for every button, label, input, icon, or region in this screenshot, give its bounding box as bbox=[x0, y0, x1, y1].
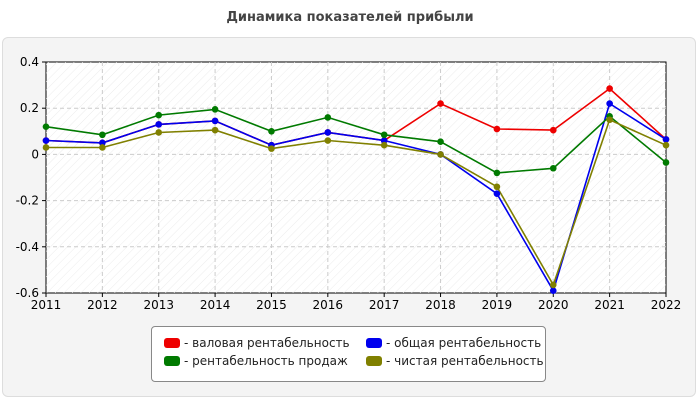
data-point bbox=[268, 128, 275, 135]
data-point bbox=[493, 125, 501, 133]
data-point bbox=[99, 131, 106, 139]
data-point bbox=[549, 164, 557, 172]
y-tick-label: -0.4 bbox=[16, 240, 39, 254]
y-tick-label: 0.2 bbox=[20, 101, 39, 115]
x-tick-label: 2018 bbox=[425, 298, 456, 312]
data-point bbox=[324, 114, 332, 121]
data-point bbox=[42, 137, 50, 144]
data-point bbox=[437, 100, 444, 107]
data-point bbox=[662, 141, 670, 149]
x-tick-label: 2012 bbox=[87, 298, 118, 312]
legend-swatch bbox=[366, 338, 382, 348]
data-point bbox=[324, 129, 332, 136]
legend-swatch bbox=[164, 356, 180, 366]
legend-item: - общая рентабельность bbox=[366, 336, 541, 350]
x-tick-label: 2016 bbox=[313, 298, 344, 312]
legend-label: - валовая рентабельность bbox=[184, 336, 350, 350]
data-point bbox=[606, 116, 613, 124]
data-point bbox=[549, 126, 557, 134]
legend-item: - чистая рентабельность bbox=[366, 354, 544, 368]
data-point bbox=[380, 137, 388, 144]
data-point bbox=[155, 121, 163, 128]
data-point bbox=[42, 144, 50, 151]
legend-swatch bbox=[366, 356, 382, 366]
data-point bbox=[155, 111, 163, 119]
data-point bbox=[662, 136, 670, 143]
data-point bbox=[493, 183, 501, 191]
x-tick-label: 2017 bbox=[369, 298, 400, 312]
x-tick-label: 2013 bbox=[143, 298, 174, 312]
x-tick-label: 2019 bbox=[482, 298, 513, 312]
legend-label: - чистая рентабельность bbox=[386, 354, 544, 368]
data-point bbox=[268, 145, 275, 152]
data-point bbox=[211, 117, 219, 125]
data-point bbox=[493, 169, 501, 177]
y-tick-label: 0 bbox=[31, 147, 39, 161]
legend-label: - общая рентабельность bbox=[386, 336, 542, 350]
data-point bbox=[211, 106, 219, 113]
legend-swatch bbox=[164, 338, 180, 348]
data-point bbox=[380, 131, 388, 139]
data-point bbox=[606, 85, 613, 92]
data-point bbox=[606, 100, 613, 107]
legend-item: - рентабельность продаж bbox=[164, 354, 348, 368]
x-tick-label: 2015 bbox=[256, 298, 287, 312]
legend-label: - рентабельность продаж bbox=[184, 354, 348, 368]
data-point bbox=[437, 151, 444, 158]
data-point bbox=[99, 144, 106, 151]
plot-hatch bbox=[46, 62, 666, 293]
series-line bbox=[45, 108, 667, 174]
data-point bbox=[155, 129, 163, 136]
x-tick-label: 2020 bbox=[538, 298, 569, 312]
data-point bbox=[493, 190, 501, 197]
y-tick-label: 0.4 bbox=[20, 55, 39, 69]
data-point bbox=[662, 159, 670, 166]
data-point bbox=[380, 141, 388, 149]
data-point bbox=[437, 138, 444, 145]
data-point bbox=[42, 123, 50, 130]
data-point bbox=[549, 281, 557, 289]
y-tick-label: -0.2 bbox=[16, 194, 39, 208]
data-point bbox=[549, 287, 557, 294]
data-point bbox=[324, 137, 332, 144]
x-tick-label: 2021 bbox=[594, 298, 625, 312]
chart-title: Динамика показателей прибыли bbox=[226, 10, 474, 25]
y-tick-label: -0.6 bbox=[16, 286, 39, 300]
x-tick-label: 2022 bbox=[651, 298, 682, 312]
x-tick-label: 2011 bbox=[31, 298, 62, 312]
data-point bbox=[99, 139, 106, 147]
legend: - валовая рентабельность - общая рентабе… bbox=[151, 326, 546, 382]
legend-item: - валовая рентабельность bbox=[164, 336, 350, 350]
data-point bbox=[211, 126, 219, 134]
x-tick-label: 2014 bbox=[200, 298, 231, 312]
series-line bbox=[46, 118, 667, 287]
